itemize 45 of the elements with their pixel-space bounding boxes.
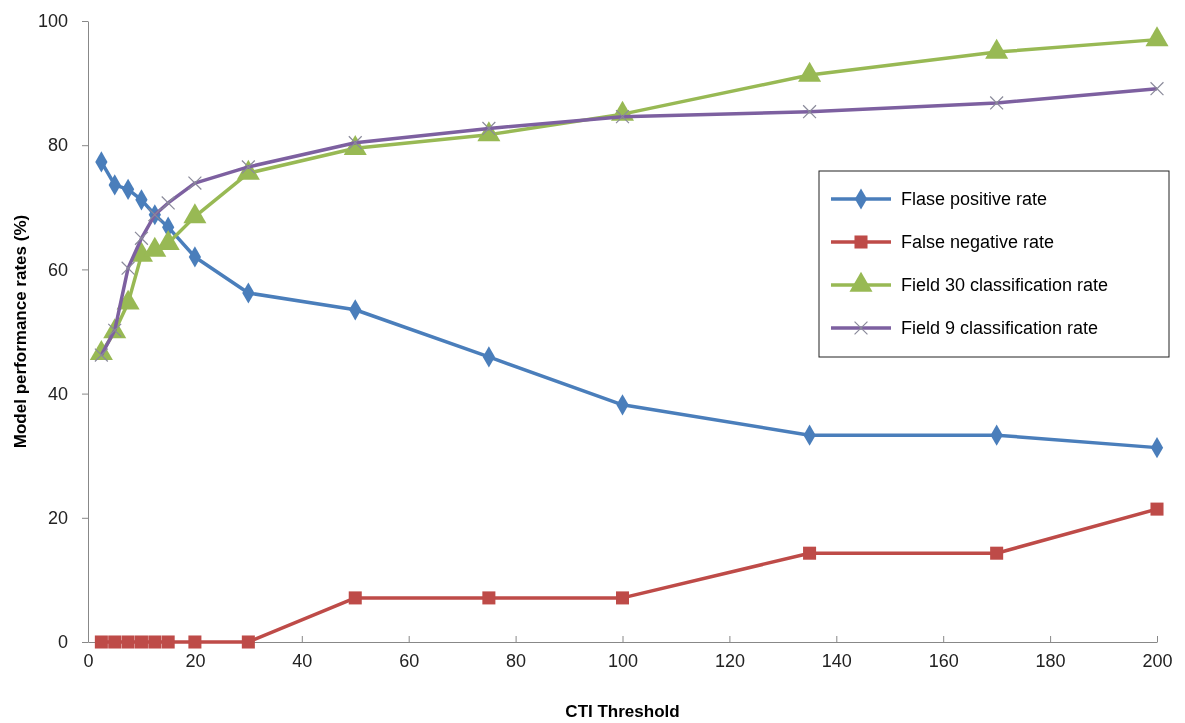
point — [803, 546, 817, 560]
x-tick-label: 80 — [506, 650, 527, 671]
point — [615, 591, 630, 605]
point — [94, 635, 108, 649]
point — [802, 104, 817, 119]
x-tick-label: 140 — [821, 650, 852, 671]
x-tick-label: 180 — [1035, 650, 1066, 671]
y-tick-label: 100 — [37, 11, 68, 32]
point — [1149, 81, 1165, 96]
point — [989, 95, 1004, 111]
legend-label: Flase positive rate — [901, 189, 1048, 209]
y-tick-label: 60 — [47, 259, 68, 280]
x-tick-label: 200 — [1142, 650, 1173, 671]
point — [161, 195, 176, 210]
point — [121, 635, 135, 649]
y-tick-label: 20 — [47, 508, 68, 529]
point — [121, 261, 136, 276]
legend-label: Field 9 classification rate — [901, 318, 1099, 338]
point — [188, 635, 202, 649]
x-tick-label: 20 — [185, 650, 206, 671]
legend-label: Field 30 classification rate — [901, 275, 1109, 295]
x-tick-label: 100 — [607, 650, 639, 671]
x-tick-label: 120 — [714, 650, 745, 671]
point — [482, 591, 496, 605]
point — [187, 176, 202, 191]
x-tick-label: 0 — [83, 650, 94, 671]
point — [108, 635, 122, 649]
x-tick-label: 160 — [928, 650, 959, 671]
y-axis-title: Model performance rates (%) — [11, 214, 30, 449]
y-tick-label: 0 — [57, 632, 68, 653]
legend-label: False negative rate — [901, 232, 1055, 252]
point — [147, 207, 162, 222]
y-tick-label: 40 — [47, 383, 68, 404]
point — [1150, 502, 1164, 516]
point — [241, 635, 255, 649]
point — [134, 635, 148, 649]
point — [990, 546, 1004, 560]
x-axis-title: CTI Threshold — [565, 702, 680, 721]
point — [348, 591, 362, 605]
point — [134, 231, 149, 246]
y-tick-label: 80 — [47, 135, 68, 156]
x-tick-label: 60 — [399, 650, 420, 671]
point — [161, 635, 175, 649]
x-tick-label: 40 — [292, 650, 313, 671]
point — [148, 635, 162, 649]
